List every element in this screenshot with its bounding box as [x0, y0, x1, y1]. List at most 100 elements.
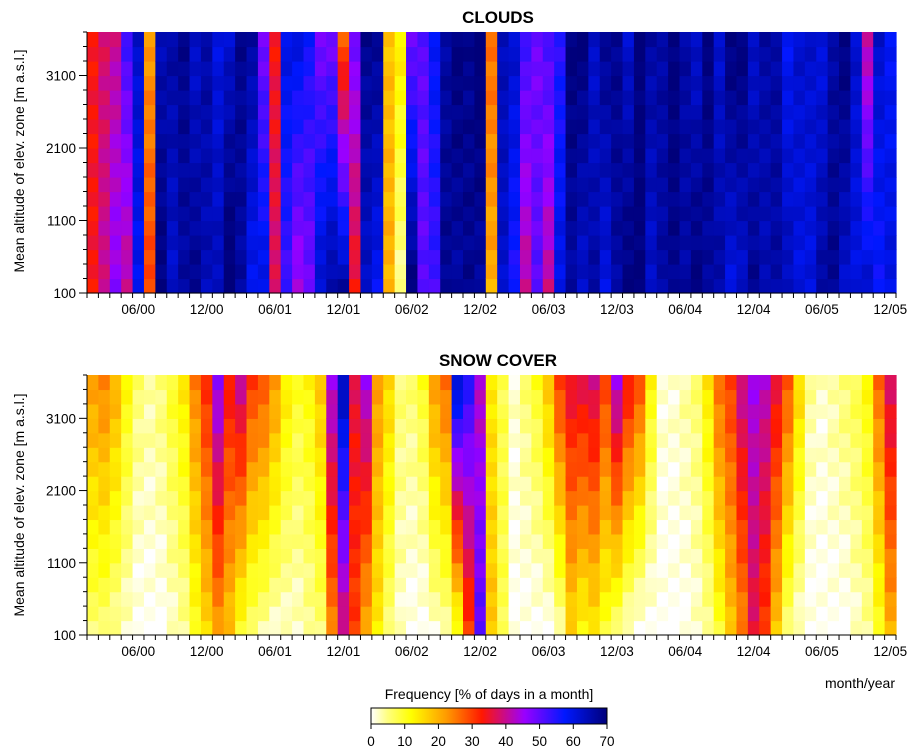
snow-cell [884, 461, 897, 477]
snow-cell [508, 403, 521, 419]
snow-cell [599, 591, 612, 607]
snow-cell [223, 577, 236, 593]
clouds-cell [257, 206, 270, 222]
clouds-cell [280, 61, 293, 77]
snow-cell [485, 519, 498, 535]
snow-cell [87, 476, 99, 492]
clouds-cell [725, 177, 738, 193]
clouds-cell [223, 104, 236, 120]
clouds-cell [656, 177, 669, 193]
clouds-cell [349, 220, 362, 236]
clouds-cell [326, 119, 339, 135]
clouds-cell [121, 75, 134, 91]
clouds-cell [474, 162, 487, 178]
snow-cell [200, 606, 213, 622]
snow-cell [406, 577, 419, 593]
snow-cell [622, 577, 635, 593]
clouds-cell [497, 278, 510, 294]
snow-cell [816, 505, 829, 521]
snow-cell [246, 476, 259, 492]
clouds-cell [178, 133, 191, 149]
snow-cell [770, 577, 783, 593]
snow-cell [827, 620, 840, 636]
snow-cell [303, 432, 316, 448]
snow-cell [668, 562, 681, 578]
clouds-cell [394, 75, 407, 91]
clouds-cell [314, 90, 327, 106]
clouds-cell [440, 119, 453, 135]
clouds-cell [645, 191, 658, 207]
clouds-cell [690, 177, 703, 193]
snow-cell [542, 389, 555, 405]
snow-cell [599, 476, 612, 492]
clouds-cell [622, 249, 635, 265]
snow-cell [314, 620, 327, 636]
clouds-cell [850, 220, 863, 236]
clouds-cell [98, 177, 111, 193]
snow-cell [87, 606, 99, 622]
clouds-cell [782, 177, 795, 193]
snow-cell [337, 447, 350, 463]
snow-cell [257, 562, 270, 578]
clouds-cell [873, 249, 886, 265]
clouds-cell [565, 148, 578, 164]
clouds-cell [668, 177, 681, 193]
clouds-cell [463, 46, 475, 62]
clouds-cell [599, 249, 612, 265]
snow-cell [690, 461, 703, 477]
clouds-cell [519, 46, 532, 62]
clouds-cell [702, 133, 715, 149]
clouds-cell [736, 235, 749, 251]
snow-cell [873, 461, 886, 477]
snow-cell [770, 519, 783, 535]
clouds-cell [451, 177, 464, 193]
snow-cell [463, 606, 475, 622]
snow-cell [554, 548, 567, 564]
snow-cell [565, 375, 578, 391]
snow-cell [747, 562, 760, 578]
clouds-cell [109, 249, 122, 265]
snow-cell [314, 548, 327, 564]
snow-cell [87, 418, 99, 434]
snow-cell [143, 533, 156, 549]
clouds-cell [257, 264, 270, 280]
clouds-cell [531, 206, 544, 222]
snow-cell [440, 418, 453, 434]
snow-cell [417, 562, 430, 578]
clouds-cell [861, 278, 874, 294]
clouds-cell [554, 191, 567, 207]
snow-cell [474, 418, 487, 434]
snow-cell [508, 548, 521, 564]
snow-cell [212, 519, 225, 535]
clouds-cell [827, 206, 840, 222]
snow-cell [611, 591, 624, 607]
snow-cell [747, 403, 760, 419]
snow-cell [542, 577, 555, 593]
clouds-cell [485, 148, 498, 164]
snow-cell [588, 447, 601, 463]
snow-cell [508, 490, 521, 506]
snow-cell [565, 418, 578, 434]
snow-cell [485, 476, 498, 492]
snow-cell [508, 620, 521, 636]
snow-cell [349, 490, 362, 506]
clouds-cell [200, 278, 213, 294]
snow-cell [371, 577, 384, 593]
snow-cell [622, 418, 635, 434]
clouds-cell [519, 148, 532, 164]
snow-cell [839, 548, 852, 564]
snow-cell [873, 562, 886, 578]
clouds-cell [166, 90, 179, 106]
snow-cell [280, 418, 293, 434]
clouds-xtick-label: 06/04 [668, 302, 702, 317]
snow-cell [576, 418, 589, 434]
clouds-cell [212, 264, 225, 280]
snow-cell [223, 476, 236, 492]
clouds-cell [349, 104, 362, 120]
clouds-cell [759, 61, 772, 77]
snow-cell [782, 476, 795, 492]
clouds-cell [804, 90, 817, 106]
clouds-cell [132, 249, 145, 265]
snow-cell [178, 476, 191, 492]
snow-cell [565, 577, 578, 593]
